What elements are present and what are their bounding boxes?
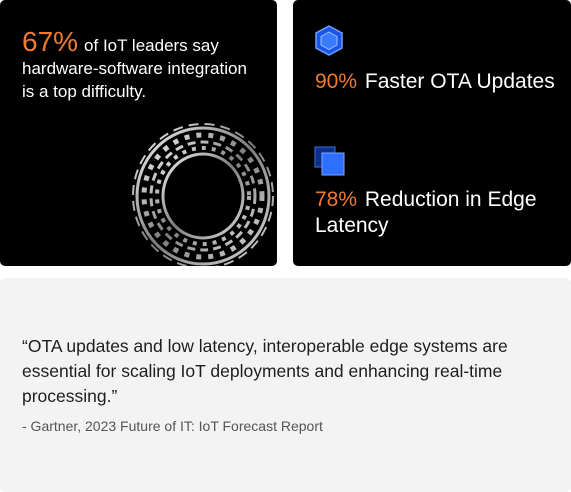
stat-value: 90% [315,70,358,93]
stat-description: Reduction in Edge Latency [315,188,537,237]
stat-card: 67% of IoT leaders say hardware-software … [0,0,277,266]
squares-icon [314,146,345,176]
stat-description: Faster OTA Updates [364,70,555,93]
stat-value: 78% [315,188,358,211]
stat-text: 67% of IoT leaders say hardware-software … [22,28,254,103]
quote-card: “OTA updates and low latency, interopera… [0,278,571,492]
stat-value: 67% [22,26,79,57]
stat-card: 90% Faster OTA Updates 78% Reduction in … [293,0,571,266]
stat-description: of IoT leaders say hardware-software int… [22,36,247,101]
quote-source: - Gartner, 2023 Future of IT: IoT Foreca… [22,418,323,434]
torus-graphic [132,123,274,266]
quote-text: “OTA updates and low latency, interopera… [22,336,508,406]
stat-item: 90% Faster OTA Updates [315,69,555,95]
hexagon-icon [315,25,343,56]
stat-item: 78% Reduction in Edge Latency [315,187,555,239]
